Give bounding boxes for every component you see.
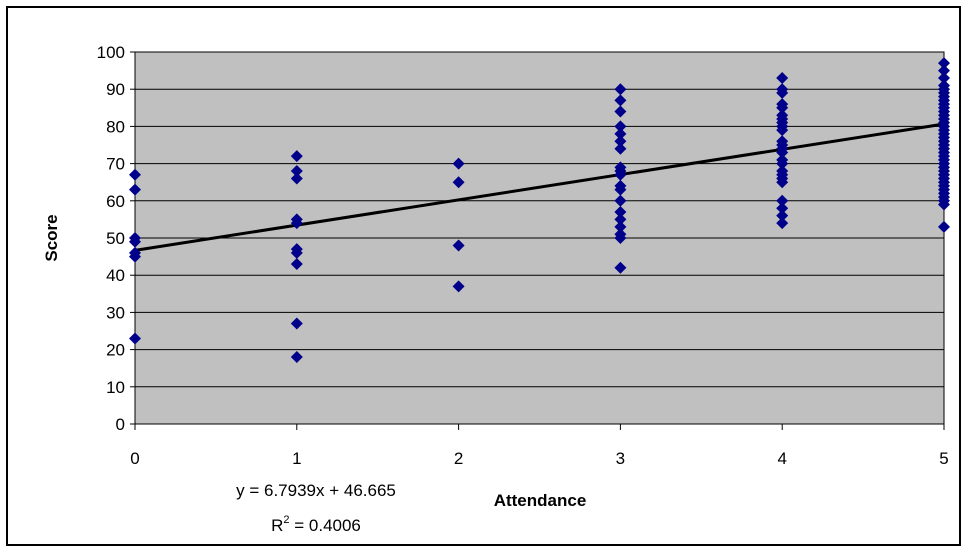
data-point bbox=[776, 157, 789, 170]
data-point bbox=[938, 57, 950, 70]
data-point bbox=[938, 72, 950, 85]
data-point bbox=[614, 142, 627, 155]
data-point bbox=[614, 194, 627, 207]
y-tick-label: 100 bbox=[97, 43, 125, 62]
data-point bbox=[614, 261, 627, 274]
data-point bbox=[614, 120, 627, 133]
data-point bbox=[452, 157, 465, 170]
x-tick-label: 3 bbox=[616, 449, 625, 468]
data-point bbox=[776, 101, 789, 114]
x-tick-label: 0 bbox=[130, 449, 139, 468]
data-point bbox=[129, 183, 141, 196]
data-point bbox=[776, 124, 789, 137]
data-point bbox=[614, 83, 627, 96]
x-tick-label: 1 bbox=[292, 449, 301, 468]
data-point bbox=[290, 258, 303, 271]
y-tick-label: 10 bbox=[106, 378, 125, 397]
data-point bbox=[776, 86, 789, 99]
data-point bbox=[290, 317, 303, 330]
y-tick-label: 70 bbox=[106, 155, 125, 174]
y-tick-label: 30 bbox=[106, 303, 125, 322]
data-point bbox=[452, 239, 465, 252]
data-point bbox=[129, 168, 141, 181]
data-point bbox=[614, 183, 627, 196]
data-point bbox=[290, 165, 303, 178]
y-tick-label: 0 bbox=[116, 415, 125, 434]
r-squared-value: = 0.4006 bbox=[290, 516, 361, 535]
y-tick-label: 40 bbox=[106, 266, 125, 285]
y-tick-label: 80 bbox=[106, 117, 125, 136]
x-axis-title: Attendance bbox=[494, 491, 587, 510]
trendline-equation: y = 6.7939x + 46.665 bbox=[236, 481, 396, 500]
r-squared-label: R2 = 0.4006 bbox=[271, 514, 361, 535]
trendline bbox=[134, 122, 945, 252]
x-tick-label: 4 bbox=[777, 449, 786, 468]
gridlines bbox=[135, 51, 944, 388]
r-squared-r: R bbox=[271, 516, 283, 535]
data-point bbox=[129, 235, 141, 248]
data-point bbox=[776, 209, 789, 222]
data-point bbox=[290, 172, 303, 185]
y-tick-label: 90 bbox=[106, 80, 125, 99]
data-point bbox=[938, 220, 950, 233]
data-point bbox=[776, 176, 789, 189]
data-point bbox=[290, 246, 303, 259]
y-tick-label: 20 bbox=[106, 341, 125, 360]
data-point bbox=[129, 332, 141, 345]
data-point bbox=[614, 232, 627, 244]
data-point bbox=[452, 176, 465, 189]
data-point bbox=[614, 205, 627, 218]
data-point bbox=[614, 135, 627, 148]
data-point bbox=[776, 217, 789, 230]
data-points bbox=[129, 57, 950, 364]
data-point bbox=[452, 280, 465, 293]
data-point bbox=[614, 127, 627, 140]
data-point bbox=[290, 217, 303, 230]
data-point bbox=[776, 194, 789, 207]
data-point bbox=[938, 198, 950, 211]
y-tick-label: 50 bbox=[106, 229, 125, 248]
tick-labels: 0 10 20 30 40 50 60 70 80 90 100 0 1 2 3 4 5 bbox=[97, 43, 949, 468]
y-tick-label: 60 bbox=[106, 192, 125, 211]
data-point bbox=[776, 72, 789, 85]
r-squared-superscript: 2 bbox=[283, 514, 289, 526]
data-point bbox=[614, 168, 627, 181]
data-point bbox=[129, 250, 141, 263]
data-point bbox=[614, 220, 627, 233]
x-tick-label: 5 bbox=[939, 449, 948, 468]
x-tick-label: 2 bbox=[454, 449, 463, 468]
data-point bbox=[614, 105, 627, 118]
data-point bbox=[776, 202, 789, 215]
data-point bbox=[290, 351, 303, 364]
data-point bbox=[938, 64, 950, 77]
data-point bbox=[614, 213, 627, 226]
data-point bbox=[776, 146, 789, 159]
y-axis-title: Score bbox=[42, 214, 61, 261]
data-point bbox=[290, 150, 303, 163]
data-point bbox=[614, 94, 627, 107]
